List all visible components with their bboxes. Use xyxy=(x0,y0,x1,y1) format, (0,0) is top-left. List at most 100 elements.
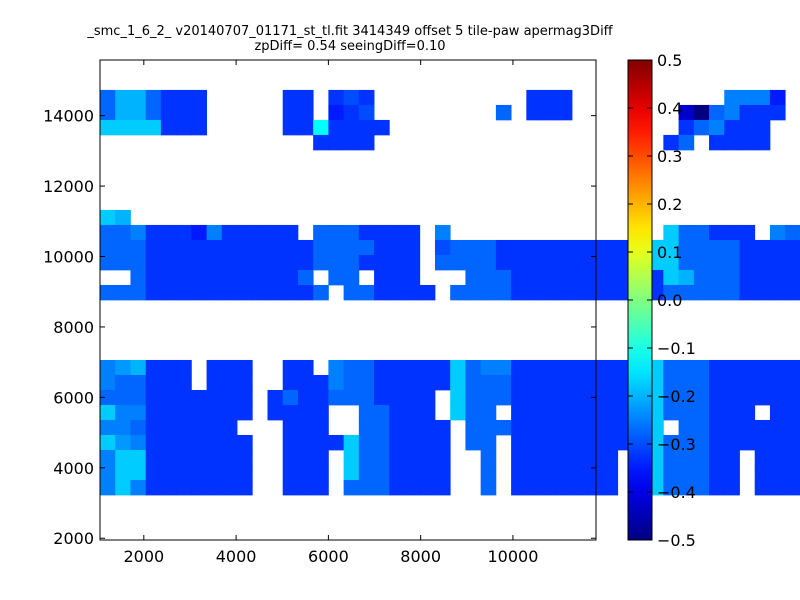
heatmap-cell xyxy=(160,449,177,466)
heatmap-cell xyxy=(693,404,710,421)
heatmap-cell xyxy=(374,359,390,376)
heatmap-cell xyxy=(678,434,695,451)
heatmap-cell xyxy=(221,269,238,286)
heatmap-cell xyxy=(191,224,207,241)
heatmap-cell xyxy=(145,269,162,286)
heatmap-cell xyxy=(511,374,527,391)
heatmap-cell xyxy=(434,464,451,481)
heatmap-cell xyxy=(739,269,756,286)
heatmap-cell xyxy=(343,254,360,271)
heatmap-cell xyxy=(495,284,512,301)
heatmap-cell xyxy=(572,269,588,286)
heatmap-cell xyxy=(115,119,131,136)
heatmap-cell xyxy=(526,404,542,421)
heatmap-cell xyxy=(389,254,405,271)
heatmap-cell xyxy=(495,374,512,391)
heatmap-cell xyxy=(130,449,147,466)
heatmap-cell xyxy=(511,389,527,406)
heatmap-cell xyxy=(769,434,786,451)
heatmap-cell xyxy=(145,419,162,436)
heatmap-cell xyxy=(374,464,390,481)
heatmap-cell xyxy=(328,434,345,451)
heatmap-cell xyxy=(693,359,710,376)
heatmap-cell xyxy=(221,419,238,436)
heatmap-cell xyxy=(678,134,695,151)
heatmap-cell xyxy=(313,239,329,256)
heatmap-cell xyxy=(709,224,725,241)
heatmap-cell xyxy=(176,464,192,481)
heatmap-cell xyxy=(221,479,238,496)
heatmap-cell xyxy=(511,434,527,451)
heatmap-cell xyxy=(556,449,573,466)
heatmap-cell xyxy=(724,284,740,301)
heatmap-cell xyxy=(145,449,162,466)
heatmap-cell xyxy=(237,449,253,466)
heatmap-cell xyxy=(739,89,756,106)
heatmap-cell xyxy=(419,434,436,451)
heatmap-cell xyxy=(206,224,223,241)
heatmap-cell xyxy=(526,449,542,466)
heatmap-cell xyxy=(541,449,558,466)
heatmap-cell xyxy=(663,449,679,466)
heatmap-cell xyxy=(237,404,253,421)
heatmap-cell xyxy=(115,89,131,106)
heatmap-cell xyxy=(709,419,725,436)
heatmap-cell xyxy=(221,434,238,451)
heatmap-cell xyxy=(206,464,223,481)
heatmap-cell xyxy=(328,119,345,136)
heatmap-cell xyxy=(693,479,710,496)
heatmap-cell xyxy=(434,479,451,496)
y-tick-label: 12000 xyxy=(43,177,94,196)
heatmap-cell xyxy=(709,449,725,466)
heatmap-cell xyxy=(282,404,299,421)
heatmap-cell xyxy=(297,254,314,271)
heatmap-cell xyxy=(724,104,740,121)
heatmap-cell xyxy=(145,284,162,301)
heatmap-cell xyxy=(374,419,390,436)
heatmap-cell xyxy=(328,359,345,376)
heatmap-cell xyxy=(602,269,619,286)
heatmap-cell xyxy=(282,89,299,106)
heatmap-cell xyxy=(526,464,542,481)
heatmap-cell xyxy=(176,359,192,376)
heatmap-cell xyxy=(602,359,619,376)
heatmap-cell xyxy=(769,104,786,121)
heatmap-cell xyxy=(343,449,360,466)
heatmap-cell xyxy=(160,284,177,301)
heatmap-cell xyxy=(374,119,390,136)
heatmap-cell xyxy=(252,239,268,256)
heatmap-cell xyxy=(556,269,573,286)
heatmap-cell xyxy=(297,419,314,436)
heatmap-cell xyxy=(313,419,329,436)
heatmap-cell xyxy=(145,434,162,451)
heatmap-cell xyxy=(419,404,436,421)
heatmap-cell xyxy=(145,239,162,256)
heatmap-cell xyxy=(252,284,268,301)
heatmap-cell xyxy=(785,419,800,436)
heatmap-cell xyxy=(709,404,725,421)
y-axis: 2000 4000 6000 8000 10000 12000 14000 xyxy=(43,107,596,548)
heatmap-cell xyxy=(282,284,299,301)
heatmap-cell xyxy=(313,449,329,466)
heatmap-cell xyxy=(434,359,451,376)
heatmap-cell xyxy=(160,464,177,481)
heatmap-cell xyxy=(572,479,588,496)
heatmap-cell xyxy=(115,389,131,406)
heatmap-cell xyxy=(115,254,131,271)
heatmap-cell xyxy=(602,239,619,256)
heatmap-cell xyxy=(404,374,421,391)
heatmap-cell xyxy=(754,284,771,301)
heatmap-cell xyxy=(678,104,695,121)
heatmap-cell xyxy=(374,404,390,421)
heatmap-cell xyxy=(709,434,725,451)
heatmap-cell xyxy=(739,284,756,301)
heatmap-cell xyxy=(739,254,756,271)
heatmap-cell xyxy=(237,269,253,286)
heatmap-cell xyxy=(160,359,177,376)
heatmap-cell xyxy=(511,254,527,271)
heatmap-cell xyxy=(237,239,253,256)
x-tick-label: 6000 xyxy=(308,547,349,566)
x-tick-label: 8000 xyxy=(400,547,441,566)
heatmap-cell xyxy=(678,389,695,406)
